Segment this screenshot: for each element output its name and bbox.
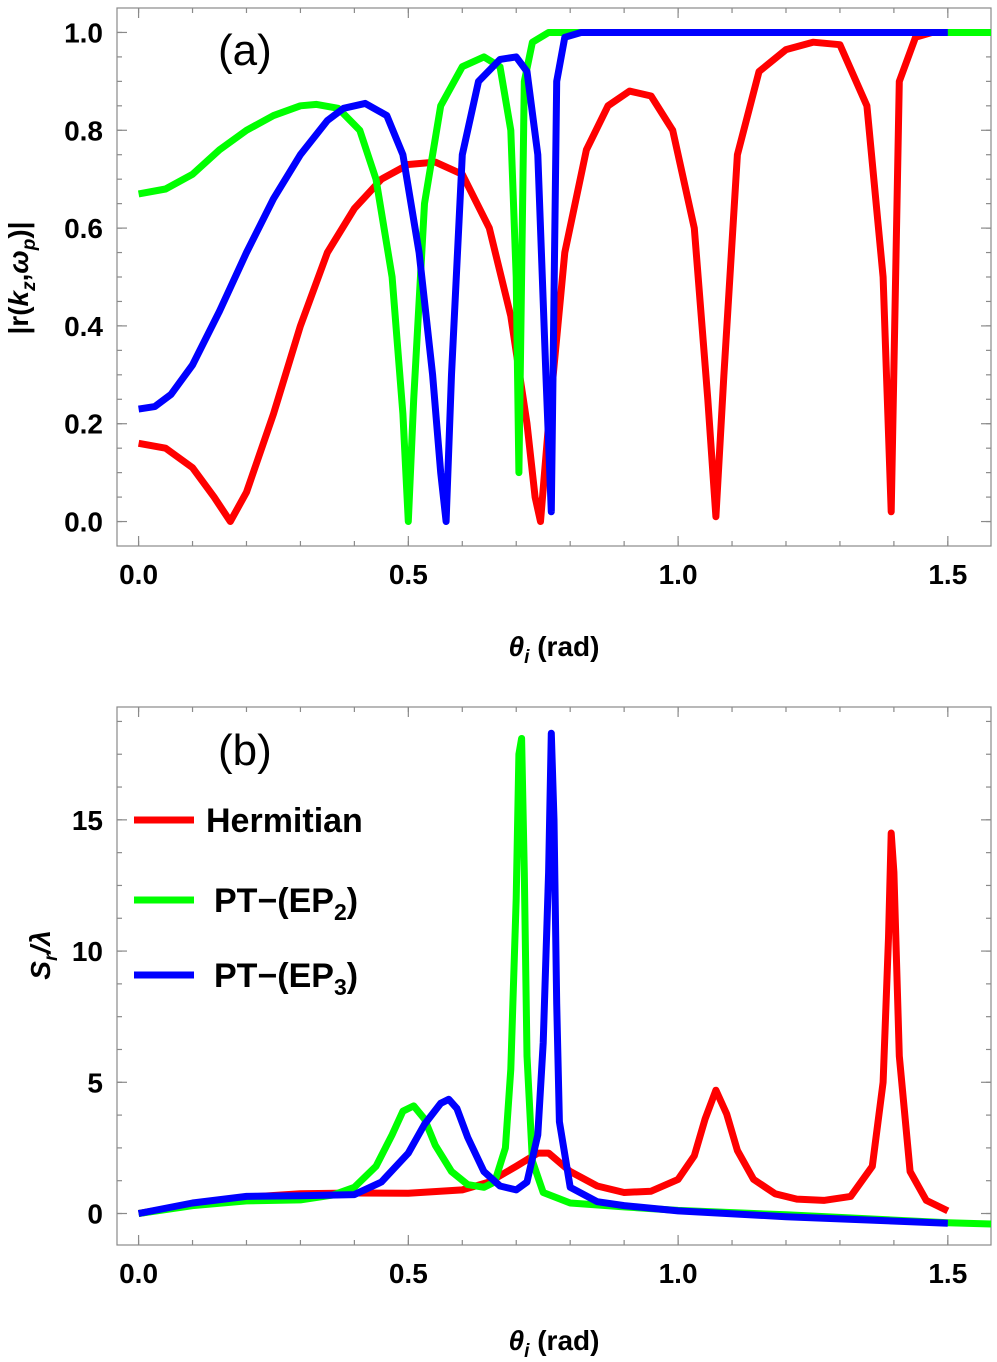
y-tick-label-a-1: 0.2	[64, 409, 103, 440]
y-tick-label-a-2: 0.4	[64, 311, 103, 342]
y-tick-label-a-5: 1.0	[64, 17, 103, 48]
x-axis-label-b: θi (rad)	[509, 1325, 600, 1362]
series-line-hermitian-b	[138, 829, 950, 1217]
y-axis-label-a-post: )|	[3, 221, 34, 238]
x-axis-label-a: θi (rad)	[509, 631, 600, 668]
x-axis-label-a-sub: i	[524, 647, 530, 668]
series-line-pt-ep3-b	[137, 729, 948, 1227]
legend-label-hermitian: Hermitian	[206, 802, 363, 840]
legend-label-ep2-sub: 2	[334, 899, 347, 925]
panel-tag-b: (b)	[218, 726, 272, 775]
y-tick-label-a-3: 0.6	[64, 213, 103, 244]
y-tick-label-b-3: 15	[72, 805, 103, 836]
y-tick-label-b-1: 5	[87, 1067, 103, 1098]
x-tick-label-a-1: 0.5	[389, 559, 428, 590]
plot-frame-b	[116, 706, 992, 1246]
y-tick-label-b-0: 0	[87, 1199, 103, 1230]
legend-label-ep2-main: PT−(EP	[214, 882, 334, 920]
legend-label-ep3-main: PT−(EP	[214, 957, 334, 995]
x-axis-label-a-unit: (rad)	[529, 631, 599, 662]
x-axis-label-a-symbol: θ	[509, 631, 525, 662]
y-axis-label-b-rest: /λ	[25, 930, 56, 955]
series-group-a	[137, 29, 991, 525]
series-group-b	[137, 729, 992, 1228]
x-tick-label-a-0: 0.0	[119, 559, 158, 590]
y-axis-label-a-k: k	[3, 289, 34, 306]
panel-b: 0.0 0.5 1.0 1.5 0 5 10 15 (b) θi (rad) Sr/λ Her…	[25, 706, 992, 1362]
tick-marks-b: 0.0 0.5 1.0 1.5 0 5 10 15	[72, 707, 991, 1289]
legend-label-ep2: PT−(EP2)	[214, 882, 358, 925]
x-tick-label-b-1: 0.5	[389, 1258, 428, 1289]
x-tick-label-a-3: 1.5	[928, 559, 967, 590]
x-tick-label-b-2: 1.0	[659, 1258, 698, 1289]
series-line-hermitian-a	[137, 29, 948, 525]
x-axis-label-b-symbol: θ	[509, 1325, 525, 1356]
tick-marks-a: 0.0 0.5 1.0 1.5 0.0 0.2 0.4 0.6 0.8 1.0	[64, 8, 991, 590]
y-tick-label-a-4: 0.8	[64, 115, 103, 146]
legend-label-ep3: PT−(EP3)	[214, 957, 358, 1000]
panel-tag-a: (a)	[218, 26, 272, 75]
legend-label-ep3-sub: 3	[334, 974, 347, 1000]
series-line-pt-ep2-a	[137, 29, 991, 525]
y-axis-label-a-pre: |r(	[3, 306, 34, 335]
y-axis-label-b-s: S	[25, 961, 56, 980]
y-axis-label-a-ksub: z	[19, 281, 40, 292]
y-axis-label-b: Sr/λ	[25, 930, 62, 979]
series-line-pt-ep3-a	[138, 29, 948, 525]
x-tick-label-a-2: 1.0	[659, 559, 698, 590]
y-axis-label-a-wsub: p	[19, 239, 40, 252]
y-axis-label-a-w: ω	[3, 250, 34, 273]
legend: Hermitian PT−(EP2) PT−(EP3)	[134, 802, 363, 1000]
legend-label-ep3-close: )	[347, 957, 358, 995]
legend-label-ep2-close: )	[347, 882, 358, 920]
x-tick-label-b-0: 0.0	[119, 1258, 158, 1289]
y-tick-label-a-0: 0.0	[64, 507, 103, 538]
x-axis-label-b-sub: i	[524, 1341, 530, 1362]
y-axis-label-a: |r(kz,ωp)|	[3, 221, 40, 334]
y-tick-label-b-2: 10	[72, 936, 103, 967]
y-axis-label-a-comma: ,	[3, 274, 34, 282]
x-axis-label-b-unit: (rad)	[529, 1325, 599, 1356]
x-tick-label-b-3: 1.5	[928, 1258, 967, 1289]
panel-a: 0.0 0.5 1.0 1.5 0.0 0.2 0.4 0.6 0.8 1.0 (a) θi (r…	[3, 7, 992, 668]
y-axis-label-b-sub: r	[41, 952, 62, 961]
